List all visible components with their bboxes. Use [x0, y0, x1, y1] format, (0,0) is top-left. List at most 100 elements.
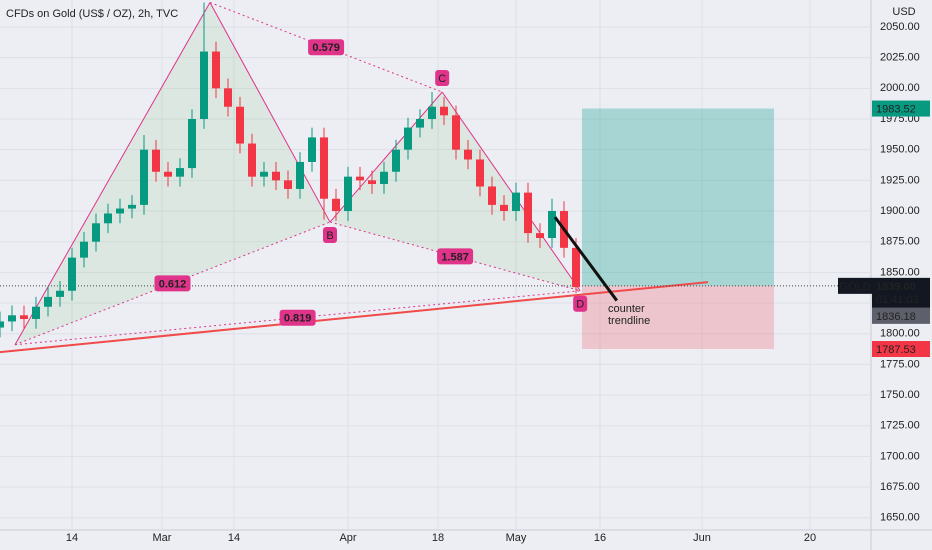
- annotation-line: [553, 216, 619, 302]
- candle-body: [0, 321, 4, 328]
- x-tick-label: May: [506, 532, 527, 544]
- candle-body: [164, 171, 172, 177]
- ratio-badge: [279, 309, 316, 326]
- candle-body: [452, 115, 460, 150]
- candle-body: [296, 161, 304, 189]
- candle-body: [32, 306, 40, 319]
- candle-body: [92, 223, 100, 242]
- y-tick-label: 2050.00: [880, 21, 920, 33]
- candle-body: [20, 315, 28, 319]
- candle-body: [212, 51, 220, 89]
- candle-body: [392, 149, 400, 172]
- y-tick-label: 2000.00: [880, 82, 920, 94]
- annotation-text: counter: [608, 303, 645, 315]
- candle-body: [104, 213, 112, 224]
- candle-body: [404, 127, 412, 150]
- candle-body: [500, 204, 508, 212]
- x-tick-label: 16: [594, 532, 606, 544]
- ratio-label: 0.819: [284, 313, 312, 325]
- candle-body: [260, 171, 268, 177]
- y-tick-label: 1900.00: [880, 205, 920, 217]
- y-tick-label: 2025.00: [880, 52, 920, 64]
- candle-body: [188, 119, 196, 169]
- candle-body: [488, 186, 496, 205]
- ratio-badge: [308, 39, 345, 56]
- pattern-fill: [330, 92, 581, 291]
- candle-body: [80, 241, 88, 258]
- target-price-tag-bg: [872, 100, 930, 117]
- candle-body: [272, 171, 280, 181]
- pattern-leg: [441, 91, 581, 292]
- candle-body: [344, 176, 352, 212]
- chart-title: CFDs on Gold (US$ / OZ), 2h, TVC: [6, 8, 178, 20]
- bid-tag: 1836.18: [876, 311, 916, 323]
- candle-body: [320, 137, 328, 199]
- pattern-ratio-line: [209, 1, 443, 93]
- pattern-ratio-line: [329, 221, 581, 292]
- last-price-tag-bg: [872, 277, 930, 308]
- pattern-ratio-line: [14, 221, 331, 346]
- trendline: [0, 281, 709, 354]
- candle-body: [284, 180, 292, 189]
- stop-price-tag-bg: [872, 341, 930, 358]
- y-tick-label: 1850.00: [880, 266, 920, 278]
- last-price-tag: 1839.00: [876, 281, 916, 293]
- ratio-badge: [154, 275, 191, 292]
- pattern-fill: [15, 2, 330, 345]
- bid-tag-bg: [872, 307, 930, 324]
- point-label: B: [326, 230, 333, 242]
- x-tick-label: 18: [432, 532, 444, 544]
- candle-body: [56, 290, 64, 297]
- candle-body: [248, 143, 256, 177]
- candle-body: [152, 149, 160, 172]
- point-badge: [573, 295, 588, 312]
- candle-body: [176, 168, 184, 177]
- candle-body: [536, 233, 544, 239]
- ratio-label: 1.587: [441, 251, 469, 263]
- candle-body: [368, 180, 376, 185]
- candle-body: [8, 315, 16, 322]
- candle-body: [428, 106, 436, 120]
- x-tick-label: Jun: [693, 532, 711, 544]
- candle-body: [524, 192, 532, 234]
- candle-body: [464, 149, 472, 160]
- point-badge: [323, 227, 337, 244]
- countdown: 01:41:03: [876, 294, 919, 306]
- ratio-label: 0.579: [312, 42, 340, 54]
- candle-body: [44, 296, 52, 307]
- y-tick-label: 1650.00: [880, 512, 920, 524]
- candle-body: [476, 159, 484, 187]
- candle-body: [548, 211, 556, 239]
- y-tick-label: 1800.00: [880, 328, 920, 340]
- y-tick-label: 1925.00: [880, 174, 920, 186]
- ratio-label: 0.612: [159, 278, 187, 290]
- symbol-tag-bg: [838, 277, 872, 294]
- y-tick-label: 1725.00: [880, 420, 920, 432]
- x-tick-label: 20: [804, 532, 816, 544]
- target-zone: [582, 108, 774, 286]
- y-tick-label: 1750.00: [880, 389, 920, 401]
- symbol-tag: GOLD: [839, 281, 870, 293]
- y-tick-label: 1700.00: [880, 450, 920, 462]
- candle-body: [416, 119, 424, 128]
- x-tick-label: Mar: [153, 532, 172, 544]
- y-tick-label: 1675.00: [880, 481, 920, 493]
- candle-body: [236, 106, 244, 144]
- point-badge: [435, 70, 450, 87]
- y-tick-label: 1875.00: [880, 236, 920, 248]
- ratio-badge: [437, 248, 474, 265]
- y-tick-label: 1950.00: [880, 144, 920, 156]
- candle-body: [440, 106, 448, 116]
- pattern-leg: [209, 2, 331, 223]
- candle-body: [308, 137, 316, 162]
- annotation-text: trendline: [608, 315, 650, 327]
- candle-body: [332, 198, 340, 212]
- candle-body: [572, 247, 580, 288]
- point-label: D: [576, 299, 584, 311]
- x-tick-label: 14: [228, 532, 240, 544]
- y-tick-label: 1775.00: [880, 358, 920, 370]
- point-label: C: [438, 73, 446, 85]
- candle-body: [116, 208, 124, 214]
- target-price-tag: 1983.52: [876, 103, 916, 115]
